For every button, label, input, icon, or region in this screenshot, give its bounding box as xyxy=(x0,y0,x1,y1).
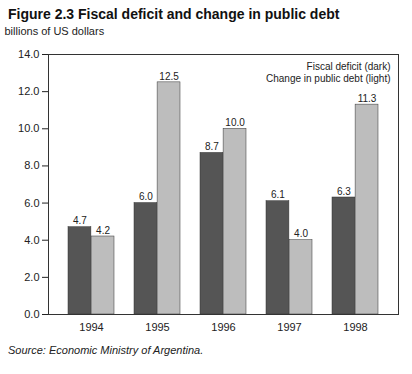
svg-text:8.7: 8.7 xyxy=(205,141,219,152)
svg-text:12.5: 12.5 xyxy=(159,71,179,82)
svg-text:6.0: 6.0 xyxy=(24,197,39,209)
svg-text:10.0: 10.0 xyxy=(225,117,245,128)
svg-text:8.0: 8.0 xyxy=(24,159,39,171)
svg-text:6.0: 6.0 xyxy=(139,191,153,202)
svg-text:6.1: 6.1 xyxy=(271,189,285,200)
svg-text:10.0: 10.0 xyxy=(18,122,39,134)
html-text:Source: Economic Ministry of A: Source: Economic Ministry of Argentina. xyxy=(8,344,204,356)
svg-text:0.0: 0.0 xyxy=(24,308,39,320)
svg-text:Change in public debt (light): Change in public debt (light) xyxy=(266,73,391,84)
svg-text:4.2: 4.2 xyxy=(96,225,110,236)
svg-text:1997: 1997 xyxy=(277,321,301,333)
svg-text:4.0: 4.0 xyxy=(294,228,308,239)
svg-text:4.0: 4.0 xyxy=(24,234,39,246)
svg-text:billions of US dollars: billions of US dollars xyxy=(5,25,105,37)
svg-text:6.3: 6.3 xyxy=(337,186,351,197)
svg-text:12.0: 12.0 xyxy=(18,85,39,97)
svg-text:1998: 1998 xyxy=(343,321,367,333)
svg-text:14.0: 14.0 xyxy=(18,48,39,60)
svg-text:Fiscal deficit (dark): Fiscal deficit (dark) xyxy=(307,61,391,72)
svg-text:1995: 1995 xyxy=(145,321,169,333)
svg-text:4.7: 4.7 xyxy=(73,215,87,226)
svg-text:11.3: 11.3 xyxy=(358,93,377,104)
svg-text:1996: 1996 xyxy=(211,321,235,333)
svg-text:2.0: 2.0 xyxy=(24,271,39,283)
svg-text:1994: 1994 xyxy=(79,321,103,333)
html-text:Figure 2.3 Fiscal deficit and: Figure 2.3 Fiscal deficit and change in … xyxy=(8,6,340,22)
